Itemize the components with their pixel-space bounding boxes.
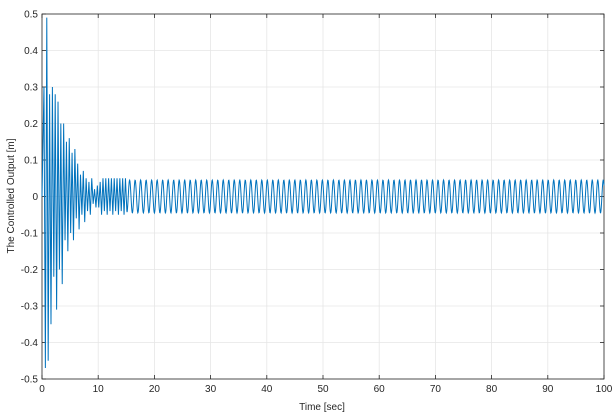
y-axis-tick-labels: -0.5 -0.4 -0.3 -0.2 -0.1 0 0.1 0.2 0.3 0.4 0.5 <box>21 10 39 386</box>
series-line <box>41 17 605 369</box>
x-tick-label: 60 <box>374 384 386 395</box>
y-axis-label: The Controlled Output [m] <box>6 138 17 253</box>
y-tick-label: -0.1 <box>21 229 39 240</box>
x-tick-label: 40 <box>261 384 273 395</box>
y-tick-label: 0.3 <box>24 83 38 94</box>
y-tick-label: 0.2 <box>24 119 38 130</box>
y-tick-label: -0.3 <box>21 302 39 313</box>
y-tick-label: 0.4 <box>24 46 38 57</box>
x-tick-label: 90 <box>542 384 554 395</box>
x-tick-label: 100 <box>596 384 613 395</box>
y-tick-label: 0.5 <box>24 10 38 21</box>
x-tick-label: 10 <box>93 384 105 395</box>
y-tick-label: -0.2 <box>21 265 39 276</box>
x-axis-tick-labels: 0 10 20 30 40 50 60 70 80 90 100 <box>39 384 613 395</box>
y-tick-label: -0.4 <box>21 338 39 349</box>
x-tick-label: 50 <box>317 384 329 395</box>
x-tick-label: 70 <box>430 384 442 395</box>
y-tick-label: -0.5 <box>21 375 39 386</box>
x-tick-label: 80 <box>486 384 498 395</box>
x-tick-label: 0 <box>39 384 45 395</box>
y-tick-label: 0.1 <box>24 156 38 167</box>
axis-ticks <box>41 13 605 380</box>
x-axis-label: Time [sec] <box>299 402 345 413</box>
x-tick-label: 30 <box>205 384 217 395</box>
y-tick-label: 0 <box>32 192 38 203</box>
x-tick-label: 20 <box>149 384 161 395</box>
